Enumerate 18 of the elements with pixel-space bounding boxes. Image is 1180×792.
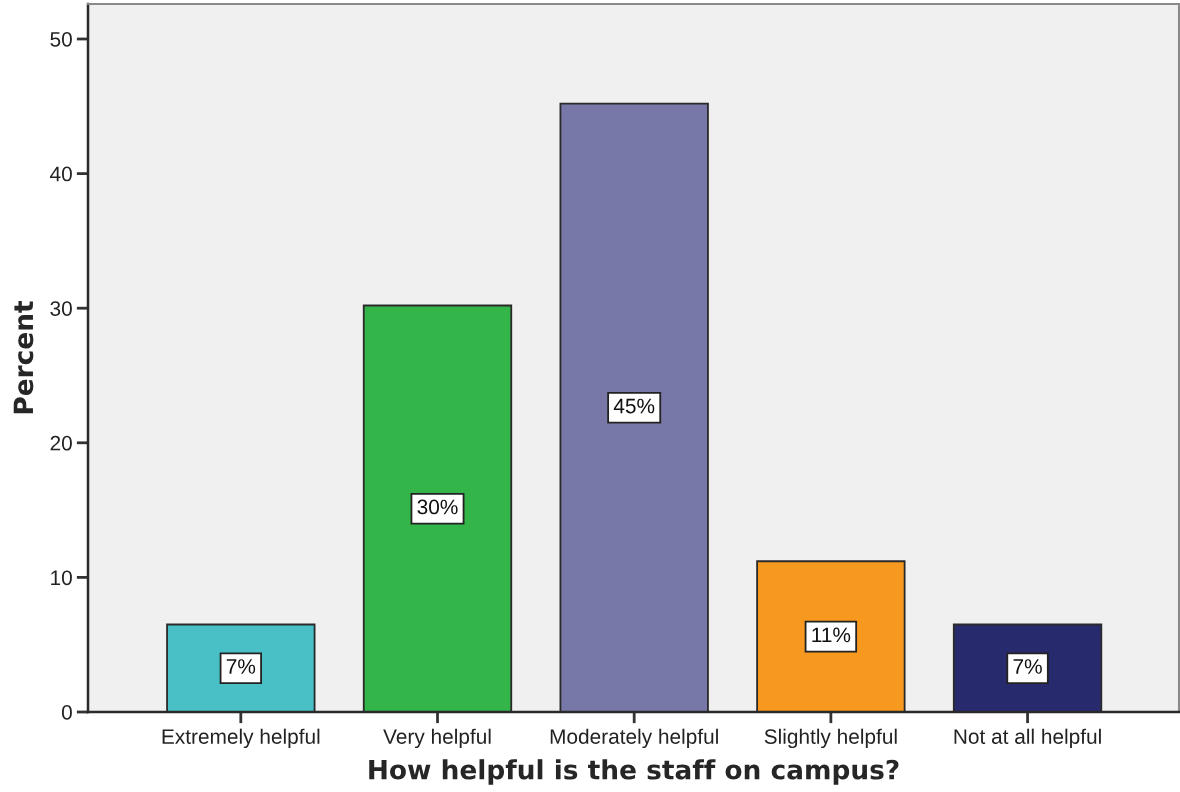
data-label: 7% <box>1013 659 1042 674</box>
y-tick-label: 30 <box>50 301 72 316</box>
x-tick-label: Slightly helpful <box>764 728 897 749</box>
x-tick-label: Extremely helpful <box>162 728 320 749</box>
y-tick-label: 10 <box>51 570 72 586</box>
y-axis-title: Percent <box>13 301 34 414</box>
y-tick-label: 40 <box>50 166 72 182</box>
x-tick-label: Very helpful <box>383 728 491 749</box>
data-label: 45% <box>613 398 655 414</box>
x-axis-title: How helpful is the staff on campus? <box>369 759 899 785</box>
y-tick-label: 20 <box>50 435 72 451</box>
data-label: 7% <box>226 659 256 674</box>
y-tick-label: 50 <box>50 32 72 47</box>
x-tick-label: Not at all helpful <box>954 728 1101 749</box>
data-label: 30% <box>417 499 458 515</box>
data-label: 11% <box>812 627 851 643</box>
y-tick-label: 0 <box>61 705 72 720</box>
x-tick-label: Moderately helpful <box>550 728 718 749</box>
